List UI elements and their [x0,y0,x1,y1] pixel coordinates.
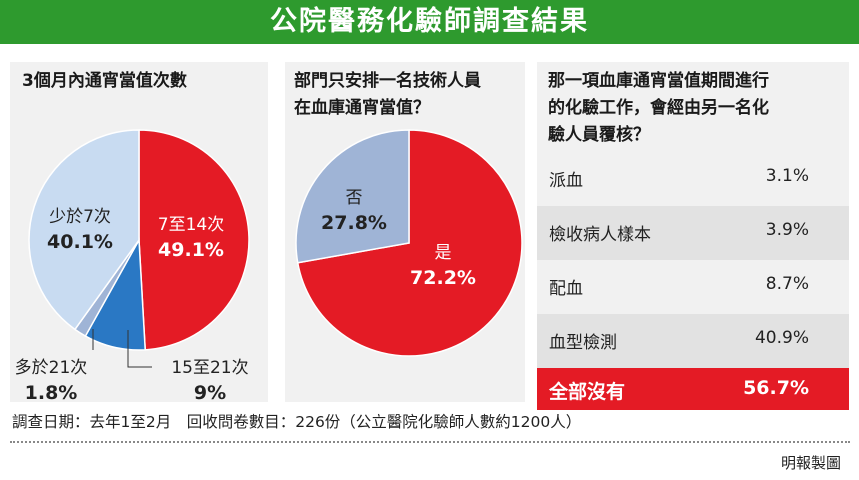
slice-value-label: 49.1% [158,239,224,261]
slice-value-label: 40.1% [47,231,113,253]
panel2-title-line1: 部門只安排一名技術人員 [294,71,481,91]
slice-category-label: 7至14次 [158,215,224,235]
table-row-highlight: 全部沒有 56.7% [537,368,849,410]
table-row: 血型檢測 40.9% [537,314,849,368]
row-value: 40.9% [754,328,809,348]
panel2-title-line2: 在血庫通宵當值？ [294,98,430,118]
table-row: 檢收病人樣本 3.9% [537,206,849,260]
credit: 明報製圖 [780,454,841,472]
page-title: 公院醫務化驗師調查結果 [270,6,589,37]
pie-slice [295,129,410,264]
pie-chart-single-staff: 是 72.2% 否 27.8% [295,129,523,357]
survey-footnote: 調查日期：去年1至2月 回收問卷數目：226份（公立醫院化驗師人數約1200人） [12,413,582,431]
row-label: 血型檢測 [549,333,617,353]
row-value: 3.1% [765,166,809,186]
row-label: 配血 [549,279,583,299]
leader-line [127,330,152,368]
panel1-title: 3個月內通宵當值次數 [22,71,187,91]
slice-value-label: 72.2% [410,267,476,289]
slice-category-label: 少於7次 [49,207,111,227]
dotted-divider [10,441,850,443]
panel3-title-line1: 那一項血庫通宵當值期間進行 [548,71,769,91]
row-value: 56.7% [743,377,809,399]
row-label: 派血 [549,171,583,191]
slice-category-label: 否 [346,188,363,208]
table-row: 派血 3.1% [537,152,849,206]
row-value: 3.9% [765,220,809,240]
slice-category-label: 15至21次 [171,358,248,378]
slice-category-label: 是 [435,243,452,263]
pie-chart-night-shifts: 7至14次 49.1% 少於7次 40.1% 15至21次 9% 多於21次 1.8% [15,129,250,404]
title-bar [0,0,859,44]
table-row: 配血 8.7% [537,260,849,314]
slice-category-label: 多於21次 [15,358,88,378]
slice-value-label: 1.8% [25,382,78,404]
panel3-title-line3: 驗人員覆核？ [548,125,650,145]
row-label: 檢收病人樣本 [549,225,651,245]
pie-slice [296,129,523,357]
slice-value-label: 27.8% [321,212,387,234]
row-value: 8.7% [765,274,809,294]
pie-slice [28,129,140,331]
row-label: 全部沒有 [549,381,626,403]
pie-slice [138,129,250,351]
panel3-title-line2: 的化驗工作，會經由另一名化 [548,98,769,118]
slice-value-label: 9% [194,382,226,404]
